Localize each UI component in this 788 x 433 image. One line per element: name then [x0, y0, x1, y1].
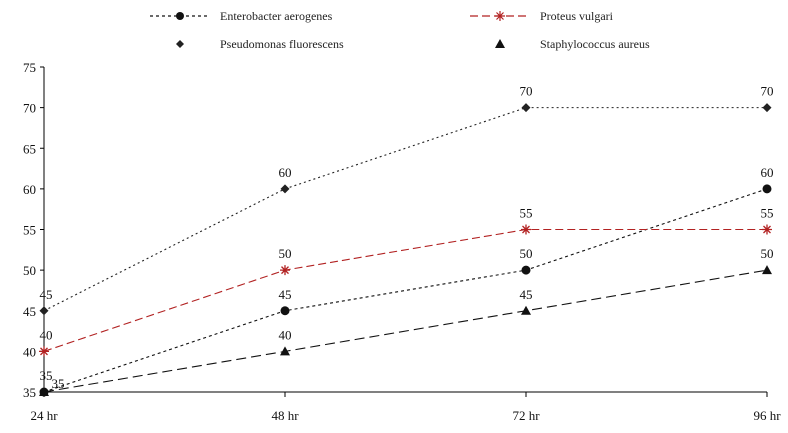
y-tick-label: 65 [23, 141, 36, 156]
legend-item: Pseudomonas fluorescens [150, 34, 344, 54]
legend-label: Staphylococcus aureus [540, 36, 650, 51]
legend-item: Proteus vulgari [470, 6, 613, 26]
data-point [39, 387, 49, 396]
y-tick-label: 50 [23, 263, 36, 278]
data-label: 45 [279, 287, 292, 302]
legend-label: Proteus vulgari [540, 8, 613, 23]
legend-swatch-proteus [470, 11, 530, 21]
x-tick-label: 96 hr [753, 408, 781, 423]
data-label: 45 [40, 287, 53, 302]
data-point [280, 306, 290, 316]
data-label: 70 [761, 84, 774, 99]
y-tick-label: 45 [23, 304, 36, 319]
legend-label: Pseudomonas fluorescens [220, 36, 344, 51]
data-point [280, 184, 290, 194]
data-label: 55 [520, 206, 533, 221]
series-line-2 [43, 107, 767, 312]
series-line-0 [43, 188, 768, 393]
data-label: 40 [40, 327, 53, 342]
y-tick-label: 75 [23, 60, 36, 75]
x-tick-label: 48 hr [271, 408, 299, 423]
legend-item: Enterobacter aerogenes [150, 6, 332, 26]
data-point [521, 224, 531, 235]
data-label: 50 [279, 246, 292, 261]
data-point [762, 265, 772, 275]
legend-label: Enterobacter aerogenes [220, 8, 333, 23]
legend-swatch-staphylococcus [495, 39, 505, 48]
y-tick-label: 35 [23, 385, 36, 400]
data-label: 70 [520, 84, 533, 99]
legend: Enterobacter aerogenes Proteus vulgari P… [0, 0, 788, 60]
data-label: 55 [761, 206, 774, 221]
data-label: 50 [520, 246, 533, 261]
data-label: 40 [279, 327, 292, 342]
y-tick-label: 40 [23, 344, 36, 359]
data-point [762, 224, 772, 235]
data-point [762, 184, 772, 194]
y-tick-label: 70 [23, 101, 36, 116]
data-point [762, 103, 772, 113]
data-point [521, 103, 531, 113]
legend-swatch-enterobacter [150, 12, 210, 20]
data-label: 35 [40, 368, 53, 383]
data-label: 60 [761, 165, 774, 180]
data-point [521, 305, 531, 315]
data-label: 60 [279, 165, 292, 180]
data-point [39, 306, 49, 316]
y-tick-label: 55 [23, 223, 36, 238]
legend-swatch-pseudomonas [176, 40, 184, 48]
data-label: 50 [761, 246, 774, 261]
data-point [39, 346, 49, 357]
series-line-3 [43, 269, 768, 393]
legend-item: Staphylococcus aureus [470, 34, 650, 54]
x-tick-label: 24 hr [30, 408, 58, 423]
data-point [280, 346, 290, 356]
data-label: 35 [52, 376, 65, 391]
x-tick-label: 72 hr [512, 408, 540, 423]
data-label: 45 [520, 287, 533, 302]
series-line-1 [43, 228, 767, 352]
data-point [521, 265, 531, 275]
data-point [280, 265, 290, 276]
y-tick-label: 60 [23, 182, 36, 197]
